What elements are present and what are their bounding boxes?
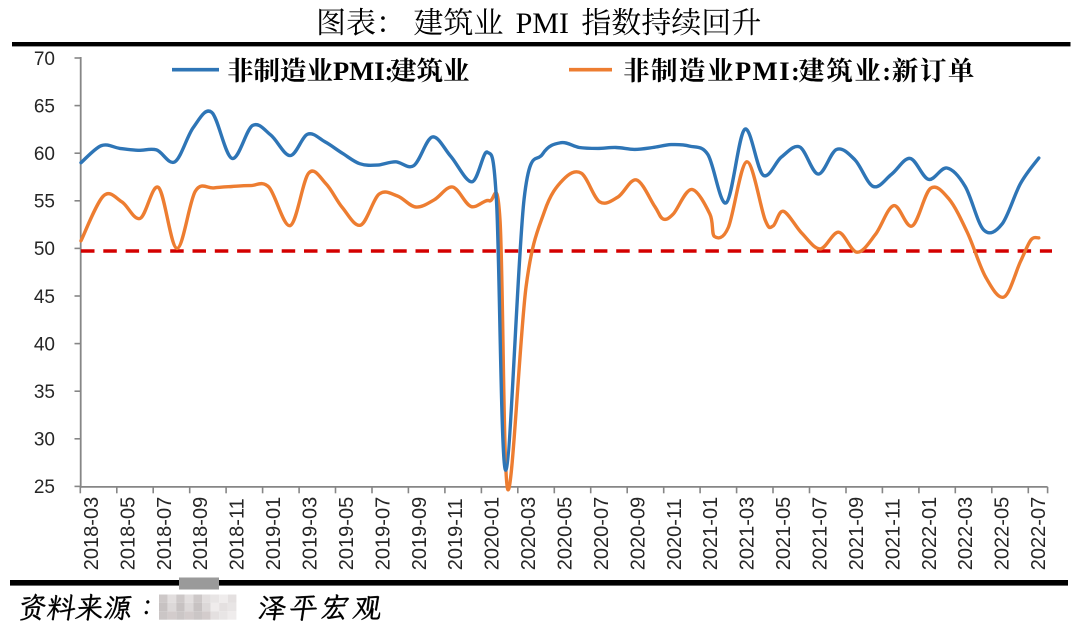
svg-text:2021-05: 2021-05 <box>773 497 795 570</box>
svg-text:2022-05: 2022-05 <box>992 497 1014 570</box>
svg-text:2018-05: 2018-05 <box>117 497 139 570</box>
svg-text:2021-09: 2021-09 <box>846 497 868 570</box>
svg-text:2018-09: 2018-09 <box>190 497 212 570</box>
svg-text:2021-11: 2021-11 <box>882 498 904 570</box>
svg-text:2020-09: 2020-09 <box>627 497 649 570</box>
svg-text:55: 55 <box>34 192 55 213</box>
svg-text:2020-05: 2020-05 <box>555 497 577 570</box>
svg-text:60: 60 <box>34 144 55 165</box>
svg-text:2020-07: 2020-07 <box>591 497 613 570</box>
svg-text:2019-09: 2019-09 <box>409 497 431 570</box>
svg-text:2019-05: 2019-05 <box>336 497 358 570</box>
svg-text:40: 40 <box>34 334 55 355</box>
svg-text:45: 45 <box>34 287 55 308</box>
svg-text:70: 70 <box>34 49 55 70</box>
svg-text:2019-11: 2019-11 <box>445 498 467 570</box>
svg-text:2020-03: 2020-03 <box>518 497 540 570</box>
svg-text:2019-01: 2019-01 <box>263 497 285 570</box>
svg-text:65: 65 <box>34 96 55 117</box>
svg-text:2018-11: 2018-11 <box>227 498 249 570</box>
svg-text:2020-11: 2020-11 <box>664 498 686 570</box>
svg-text:PMI:: PMI: <box>735 56 801 86</box>
svg-text:50: 50 <box>34 239 55 260</box>
svg-text:30: 30 <box>34 430 55 451</box>
svg-text:2019-03: 2019-03 <box>300 497 322 570</box>
svg-text:PMI: PMI <box>516 7 569 40</box>
svg-text:2021-03: 2021-03 <box>737 497 759 570</box>
svg-text:2022-03: 2022-03 <box>955 497 977 570</box>
svg-text:35: 35 <box>34 382 55 403</box>
svg-text::: : <box>882 56 891 86</box>
svg-text:2018-07: 2018-07 <box>154 497 176 570</box>
svg-text:2018-03: 2018-03 <box>81 497 103 570</box>
svg-text:2021-01: 2021-01 <box>700 497 722 570</box>
svg-text:PMI:: PMI: <box>333 56 393 86</box>
svg-text:2022-01: 2022-01 <box>919 497 941 570</box>
svg-text:2019-07: 2019-07 <box>372 497 394 570</box>
svg-text:2022-07: 2022-07 <box>1028 497 1050 570</box>
svg-text:2021-07: 2021-07 <box>810 497 832 570</box>
svg-text:25: 25 <box>34 477 55 498</box>
svg-text:2020-01: 2020-01 <box>482 497 504 570</box>
